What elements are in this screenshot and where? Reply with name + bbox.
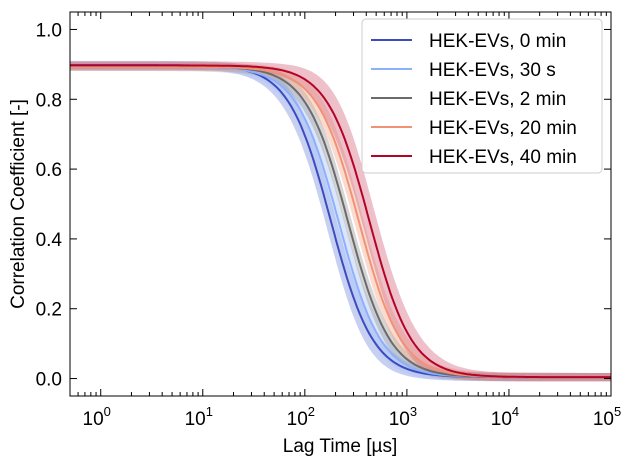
series-lines xyxy=(70,64,611,379)
y-tick-label-2: 0.4 xyxy=(36,230,63,251)
y-tick-label-1: 0.2 xyxy=(36,300,62,321)
y-tick-label-4: 0.8 xyxy=(36,90,62,111)
plot-frame xyxy=(69,11,612,397)
band-series-2 xyxy=(70,62,611,382)
x-tick-label-4: 104 xyxy=(491,404,519,430)
x-tick-label-2: 102 xyxy=(287,404,315,430)
x-axis-ticks: 100 101 102 103 104 105 xyxy=(69,12,621,430)
legend-label-3: HEK-EVs, 2 min xyxy=(429,89,566,110)
x-axis-label: Lag Time [µs] xyxy=(283,436,397,457)
legend-label-2: HEK-EVs, 30 s xyxy=(429,60,556,81)
legend-label-1: HEK-EVs, 0 min xyxy=(429,31,566,52)
line-series-5 xyxy=(70,64,611,379)
y-tick-label-3: 0.6 xyxy=(36,160,62,181)
y-tick-label-0: 0.0 xyxy=(36,370,62,391)
legend-label-4: HEK-EVs, 20 min xyxy=(429,118,577,139)
x-tick-label-3: 103 xyxy=(389,404,417,430)
legend-label-5: HEK-EVs, 40 min xyxy=(429,147,577,168)
y-tick-label-5: 1.0 xyxy=(36,20,62,41)
band-series-5 xyxy=(70,61,611,382)
legend: HEK-EVs, 0 min HEK-EVs, 30 s HEK-EVs, 2 mi… xyxy=(361,18,603,174)
y-axis-label: Correlation Coefficient [-] xyxy=(8,99,29,309)
y-axis-ticks: 0.0 0.2 0.4 0.6 0.8 1.0 xyxy=(36,20,611,391)
x-tick-label-0: 100 xyxy=(83,404,111,430)
x-tick-label-5: 105 xyxy=(593,404,621,430)
confidence-bands xyxy=(70,60,611,382)
legend-box xyxy=(361,18,603,174)
x-tick-label-1: 101 xyxy=(185,404,213,430)
